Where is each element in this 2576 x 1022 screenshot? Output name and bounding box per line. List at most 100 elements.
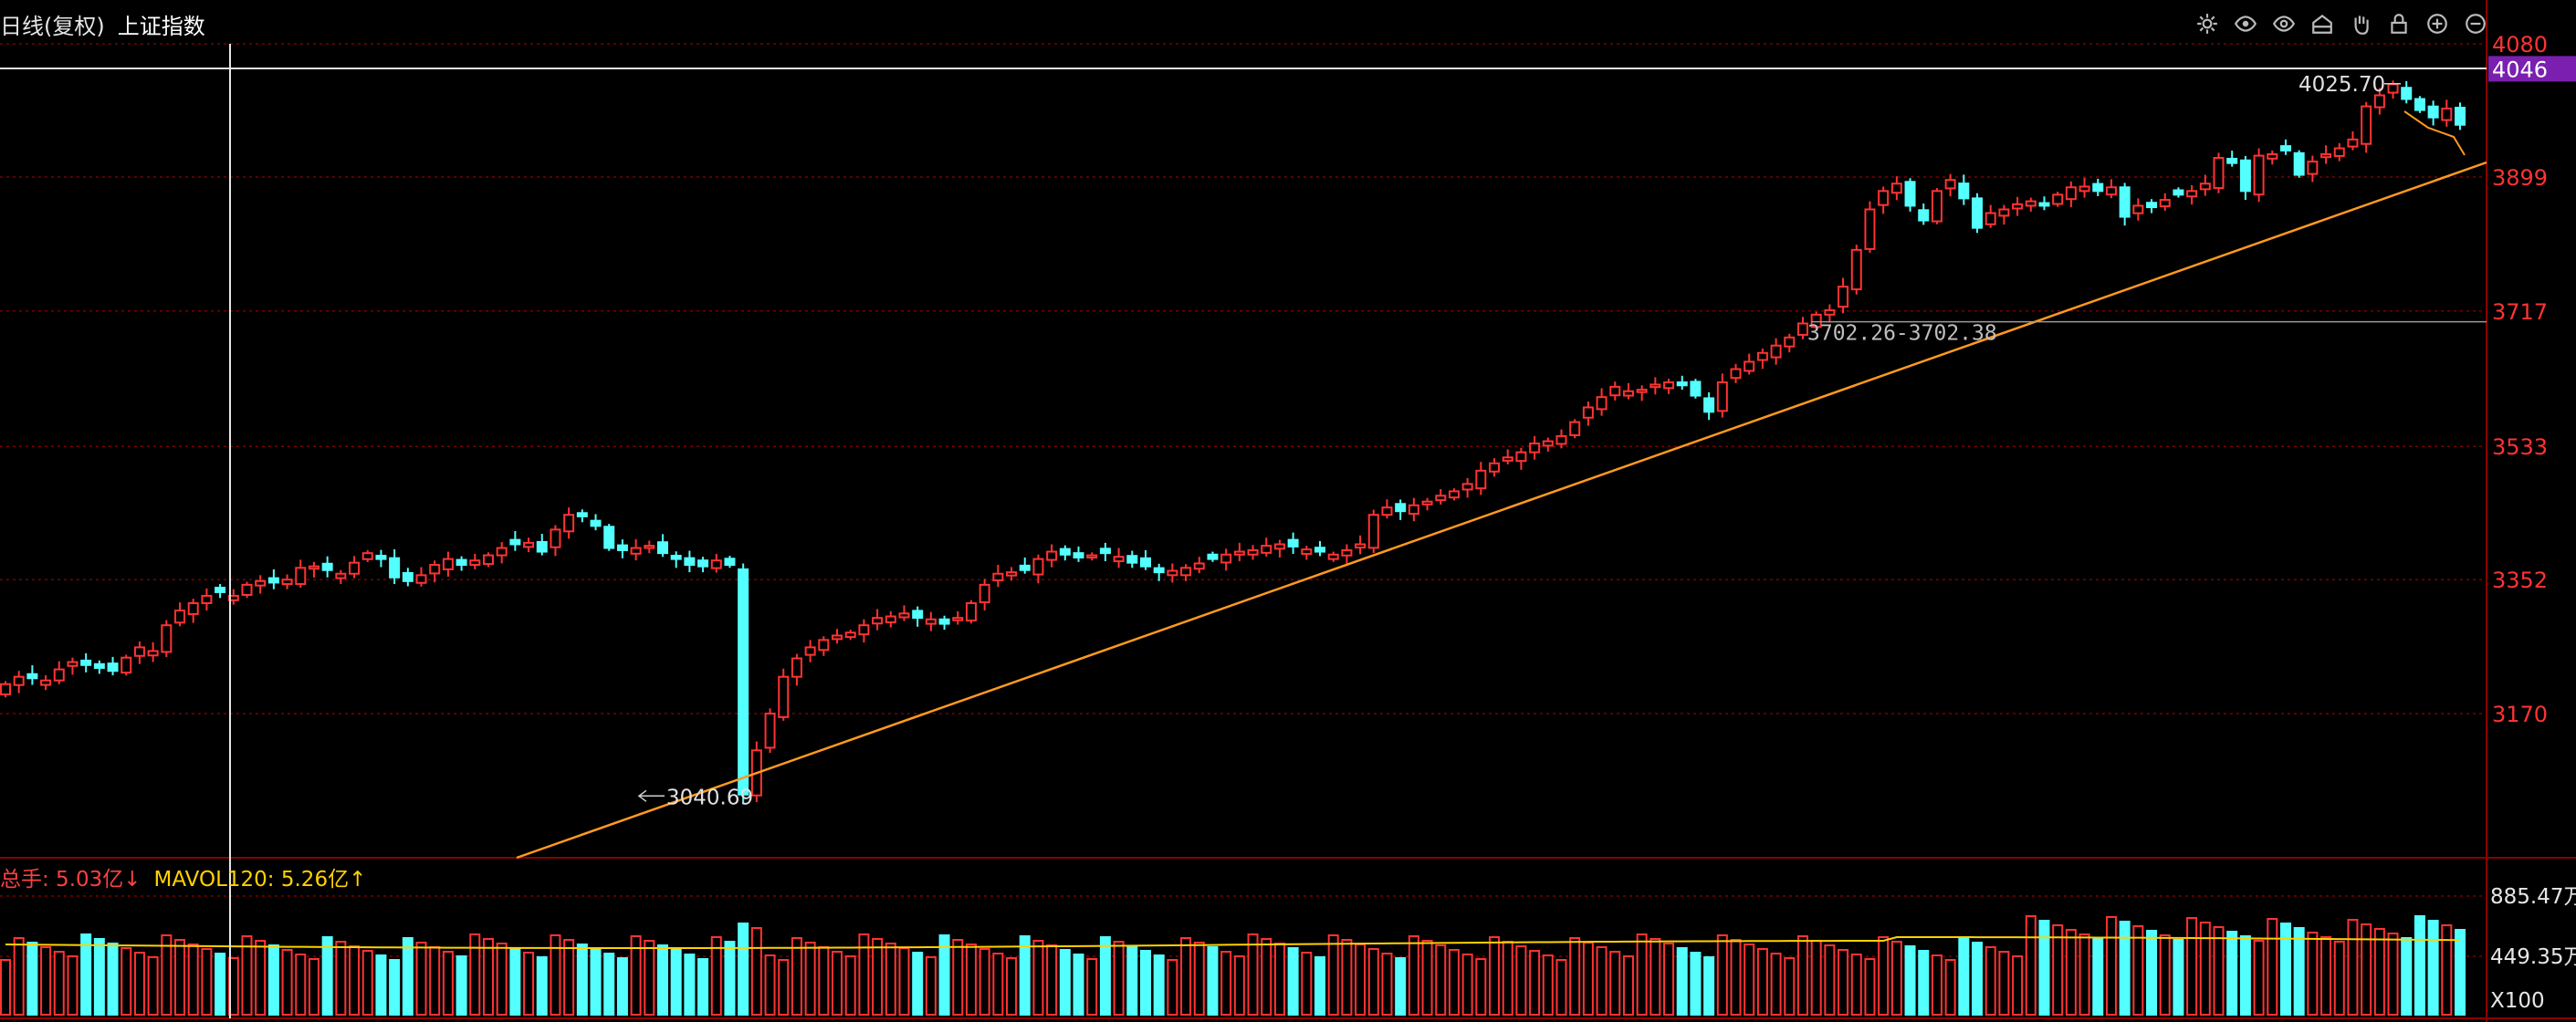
- eye-icon[interactable]: [2269, 9, 2299, 38]
- volume-bar: [174, 939, 186, 1016]
- volume-bar: [375, 954, 387, 1016]
- candle: [429, 564, 441, 575]
- candle: [1073, 552, 1084, 559]
- candle: [2105, 186, 2117, 196]
- candle: [832, 634, 843, 641]
- volume-bar: [576, 944, 588, 1016]
- zoom-in-icon[interactable]: [2423, 9, 2452, 38]
- home-icon[interactable]: [2308, 9, 2337, 38]
- volume-bar: [255, 940, 267, 1016]
- volume-bar: [844, 955, 856, 1016]
- candle: [255, 579, 267, 587]
- volume-bar: [1287, 947, 1299, 1016]
- volume-bar: [1622, 955, 1634, 1016]
- volume-bar: [536, 956, 548, 1016]
- candle: [2320, 152, 2332, 159]
- volume-bar: [804, 942, 816, 1016]
- volume-bar: [1663, 943, 1675, 1016]
- candle: [1435, 495, 1447, 502]
- candle: [1944, 179, 1956, 190]
- volume-bar: [832, 951, 843, 1016]
- candle: [1126, 555, 1138, 564]
- volume-bar: [1864, 958, 1876, 1016]
- candle: [1019, 564, 1031, 571]
- volume-bar: [1113, 941, 1125, 1016]
- volume-bar: [872, 938, 884, 1016]
- candle: [201, 594, 213, 605]
- candle: [1153, 567, 1165, 574]
- volume-bar: [1059, 949, 1071, 1016]
- candle: [2186, 190, 2198, 198]
- candle: [1006, 571, 1018, 577]
- trend-line[interactable]: [516, 110, 2487, 860]
- candle: [630, 547, 642, 555]
- chart-header: 日线(复权) 上证指数: [0, 7, 205, 40]
- volume-bar: [40, 946, 52, 1016]
- candle: [764, 713, 776, 749]
- eye-icon[interactable]: [2231, 9, 2260, 38]
- volume-bar: [482, 938, 494, 1016]
- candle: [1421, 500, 1433, 506]
- candle: [844, 631, 856, 639]
- volume-bar: [349, 945, 361, 1016]
- volume-bar: [2387, 933, 2399, 1016]
- high-annotation: 4025.70: [2299, 73, 2385, 97]
- volume-bar: [670, 949, 682, 1016]
- volume-bar: [1609, 951, 1621, 1016]
- lock-icon[interactable]: [2384, 9, 2414, 38]
- candle: [2347, 138, 2359, 148]
- support-trend-line[interactable]: [516, 161, 2487, 860]
- volume-bar: [1180, 937, 1192, 1016]
- candle: [2387, 83, 2399, 94]
- candle: [2079, 185, 2090, 193]
- candle: [2293, 151, 2305, 176]
- candle: [40, 679, 52, 686]
- volume-bar: [1006, 957, 1018, 1016]
- candle: [872, 617, 884, 625]
- candle: [349, 561, 361, 575]
- candle: [1139, 557, 1151, 568]
- mavol-line: [5, 936, 2461, 950]
- candle: [375, 555, 387, 560]
- volume-bar: [1850, 954, 1862, 1016]
- candlestick-series: [0, 80, 2466, 803]
- volume-bar: [1395, 957, 1407, 1016]
- zoom-out-icon[interactable]: [2461, 9, 2490, 38]
- candle: [1850, 248, 1862, 291]
- volume-bar: [898, 947, 910, 1016]
- candle: [2173, 189, 2184, 196]
- volume-bar: [26, 942, 38, 1016]
- candle: [174, 610, 186, 624]
- candle: [724, 558, 736, 567]
- candle: [2052, 193, 2064, 205]
- candle: [1796, 322, 1808, 336]
- candle: [1972, 197, 1984, 229]
- volume-bar: [0, 959, 11, 1016]
- volume-bar: [992, 953, 1004, 1016]
- candle: [616, 544, 628, 551]
- candle: [1998, 208, 2010, 217]
- volume-bar: [2105, 916, 2117, 1016]
- candle: [2441, 107, 2453, 121]
- volume-bar: [1569, 937, 1581, 1016]
- volume-bar: [1690, 952, 1702, 1016]
- candle: [2012, 203, 2024, 210]
- period-label[interactable]: 日线(复权): [0, 13, 105, 39]
- candle: [26, 673, 38, 680]
- volume-bar: [2267, 918, 2278, 1016]
- volume-bar: [1408, 935, 1419, 1016]
- volume-bar: [2159, 934, 2171, 1016]
- candle: [227, 594, 239, 601]
- candle: [2239, 159, 2251, 193]
- candle: [2307, 161, 2319, 175]
- volume-bar: [469, 933, 481, 1016]
- volume-bar: [1703, 956, 1715, 1016]
- settings-icon[interactable]: [2193, 9, 2222, 38]
- volume-bar: [1327, 934, 1339, 1016]
- volume-bar: [402, 937, 414, 1016]
- hand-icon[interactable]: [2346, 9, 2375, 38]
- annotations: 3702.26-3702.38 4025.70 3040.69: [637, 73, 2487, 809]
- candle: [818, 639, 830, 652]
- candle: [13, 675, 25, 686]
